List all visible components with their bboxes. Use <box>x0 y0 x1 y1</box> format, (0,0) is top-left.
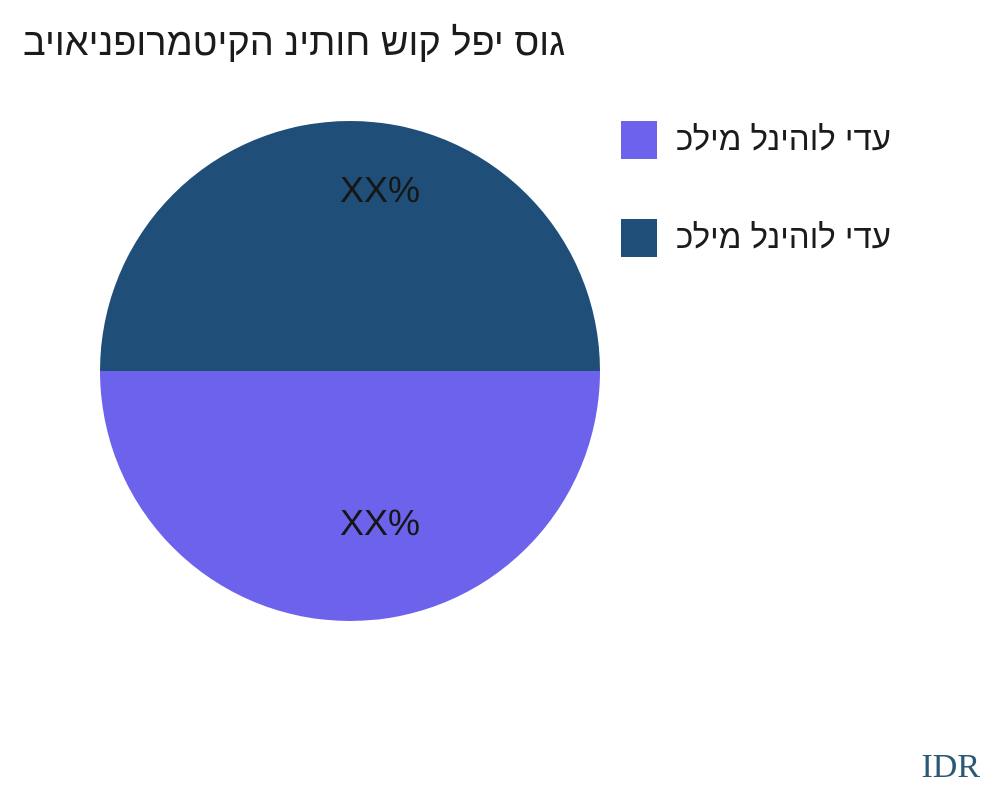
svg-text:XX%: XX% <box>340 502 420 543</box>
svg-text:XX%: XX% <box>340 169 420 210</box>
